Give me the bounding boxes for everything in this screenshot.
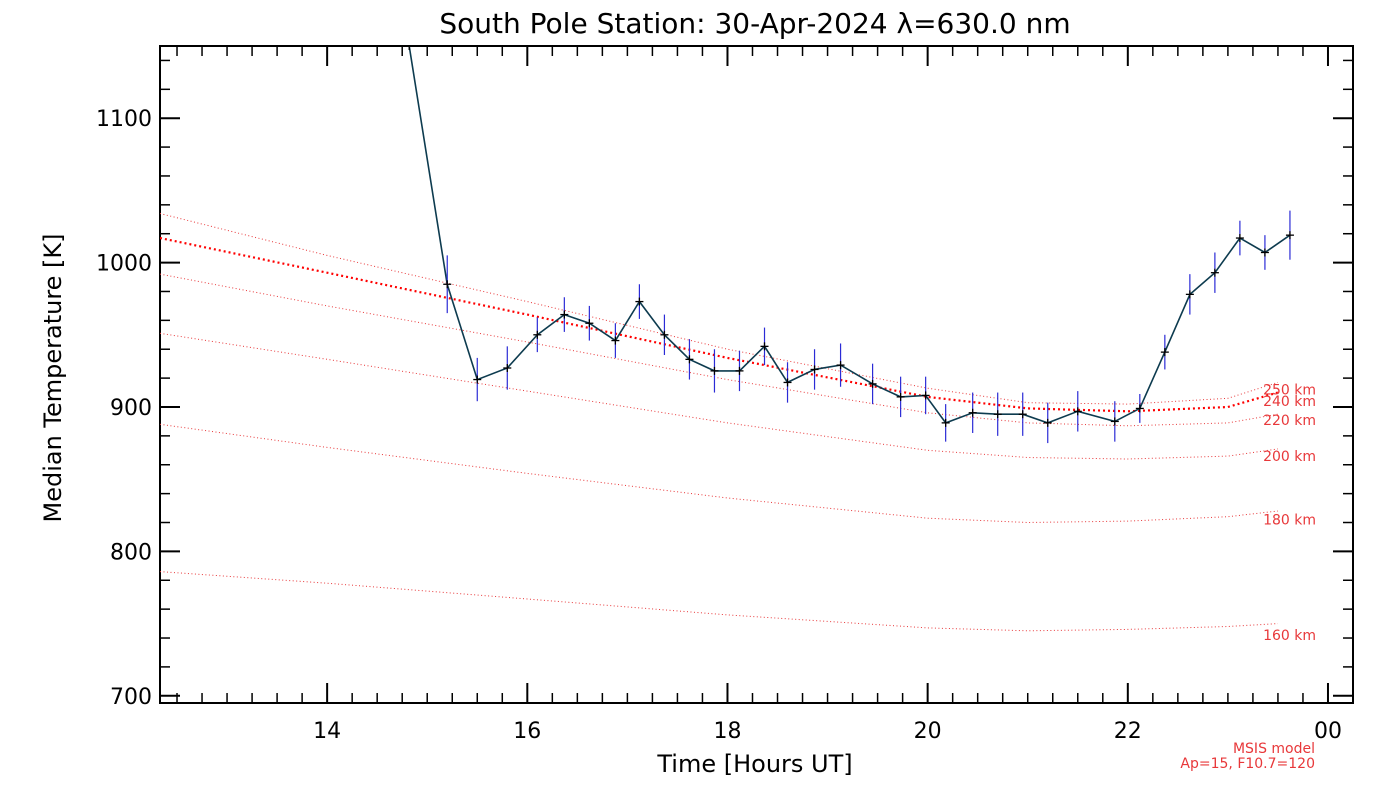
data-point xyxy=(810,365,819,374)
data-point xyxy=(635,297,644,306)
x-tick-label: 16 xyxy=(513,719,541,744)
data-point xyxy=(1285,231,1294,240)
data-point xyxy=(735,366,744,375)
data-point xyxy=(585,319,594,328)
data-point xyxy=(836,361,845,370)
y-axis: 700 800 900 1000 1100 xyxy=(96,59,1353,710)
data-point xyxy=(405,46,414,50)
y-tick-label: 700 xyxy=(110,685,152,710)
msis-label: 180 km xyxy=(1263,513,1316,529)
msis-curve-250km xyxy=(160,213,1279,405)
data-point xyxy=(783,378,792,387)
x-tick-label: 20 xyxy=(914,719,942,744)
data-point xyxy=(896,392,905,401)
data-point xyxy=(921,391,930,400)
chart-title: South Pole Station: 30-Apr-2024 λ=630.0 … xyxy=(439,7,1070,40)
data-point xyxy=(1210,268,1219,277)
data-point xyxy=(1160,348,1169,357)
msis-curve-160km xyxy=(160,571,1278,632)
msis-curve-180km xyxy=(160,423,1278,524)
y-tick-label: 900 xyxy=(110,396,152,421)
y-tick-label: 1000 xyxy=(96,252,152,277)
msis-curves xyxy=(160,213,1279,632)
data-point xyxy=(1043,418,1052,427)
data-point xyxy=(1185,290,1194,299)
data-point xyxy=(1260,248,1269,257)
plot-frame xyxy=(159,45,1354,704)
data-point xyxy=(533,330,542,339)
x-tick-label: 00 xyxy=(1314,719,1342,744)
msis-label: 220 km xyxy=(1263,413,1316,429)
x-tick-label: 22 xyxy=(1114,719,1142,744)
data-point xyxy=(1135,404,1144,413)
msis-label: 250 km xyxy=(1263,383,1316,399)
data-point xyxy=(503,364,512,373)
y-tick-label: 1100 xyxy=(96,107,152,132)
data-point xyxy=(560,310,569,319)
data-point xyxy=(1073,407,1082,416)
y-tick-label: 800 xyxy=(110,540,152,565)
msis-label: 160 km xyxy=(1263,628,1316,644)
x-axis-label: Time [Hours UT] xyxy=(656,750,852,778)
x-axis: 14 16 18 20 22 00 xyxy=(176,46,1342,744)
data-point xyxy=(443,280,452,289)
data-point xyxy=(660,330,669,339)
x-tick-label: 14 xyxy=(313,719,341,744)
msis-curve-220km xyxy=(160,273,1278,427)
msis-curve-240km xyxy=(160,236,1279,413)
msis-curve-200km xyxy=(160,332,1278,460)
data-point xyxy=(685,355,694,364)
data-point xyxy=(760,342,769,351)
data-point xyxy=(1018,410,1027,419)
data-point xyxy=(993,410,1002,419)
data-point xyxy=(473,375,482,384)
x-tick-label: 18 xyxy=(713,719,741,744)
data-point xyxy=(1110,417,1119,426)
model-note-line1: MSIS model xyxy=(1233,741,1315,757)
model-note-line2: Ap=15, F10.7=120 xyxy=(1180,756,1315,772)
msis-label: 240 km xyxy=(1263,394,1316,410)
data-point xyxy=(1235,234,1244,243)
msis-label: 200 km xyxy=(1263,449,1316,465)
data-point xyxy=(710,366,719,375)
series-line xyxy=(408,46,1291,424)
y-axis-label: Median Temperature [K] xyxy=(39,233,67,522)
measured-series xyxy=(405,46,1294,444)
data-point xyxy=(941,418,950,427)
data-point xyxy=(611,336,620,345)
data-point xyxy=(968,408,977,417)
data-point xyxy=(868,379,877,388)
